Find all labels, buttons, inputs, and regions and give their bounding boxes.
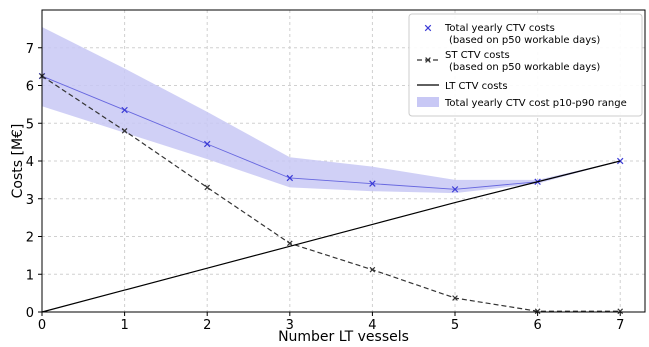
series-layer	[38, 72, 624, 315]
series-line-2	[41, 160, 621, 313]
series-0-point	[369, 180, 376, 187]
legend-handle-total	[424, 24, 432, 32]
y-tick-label: 6	[26, 80, 34, 95]
series-1-point	[121, 127, 128, 134]
legend-handle-band	[417, 97, 439, 107]
x-tick-label: 1	[120, 318, 128, 333]
series-1-point	[286, 240, 293, 247]
y-tick-label: 1	[26, 268, 34, 283]
series-1-point	[452, 295, 458, 301]
y-tick-label: 3	[26, 193, 34, 208]
x-tick-label: 2	[203, 318, 211, 333]
legend-label-st: ST CTV costs	[445, 50, 510, 61]
series-1-point	[369, 266, 376, 273]
series-1-point	[534, 308, 541, 315]
x-tick-label: 3	[286, 318, 294, 333]
x-tick-label: 5	[451, 318, 459, 333]
x-tick-label: 4	[368, 318, 376, 333]
band-layer	[42, 26, 621, 194]
y-tick-label: 7	[26, 42, 34, 57]
y-tick-label: 0	[26, 306, 34, 321]
x-tick-label: 6	[533, 318, 541, 333]
x-axis-label: Number LT vessels	[278, 329, 409, 345]
legend: Total yearly CTV costs(based on p50 work…	[408, 13, 643, 117]
series-0-point	[451, 186, 459, 193]
legend-box	[408, 13, 643, 117]
legend-label-total: Total yearly CTV costs	[444, 23, 555, 34]
legend-handle-st-marker	[425, 57, 431, 63]
y-axis-label: Costs [M€]	[10, 124, 26, 199]
legend-label-lt: LT CTV costs	[445, 81, 508, 92]
series-line-0	[41, 75, 621, 190]
x-tick-label: 0	[38, 318, 46, 333]
p10-p90-band	[42, 26, 621, 194]
series-0-point	[121, 106, 128, 114]
legend-label-st-sub: (based on p50 workable days)	[449, 62, 600, 73]
series-1-point	[204, 184, 211, 191]
y-tick-label: 5	[26, 117, 34, 132]
series-0-point	[286, 174, 294, 182]
x-tick-label: 7	[616, 318, 624, 333]
legend-label-total-sub: (based on p50 workable days)	[449, 35, 600, 46]
series-1-point	[617, 308, 624, 315]
y-tick-label: 2	[26, 231, 34, 246]
series-0-point	[203, 140, 211, 148]
ticks: 0 1 2 3 4 5 6 7 0 1 2 3 4 5 6 7	[26, 42, 625, 333]
legend-label-band: Total yearly CTV cost p10-p90 range	[444, 98, 627, 109]
y-tick-label: 4	[26, 155, 34, 170]
series-line-1	[41, 75, 621, 312]
